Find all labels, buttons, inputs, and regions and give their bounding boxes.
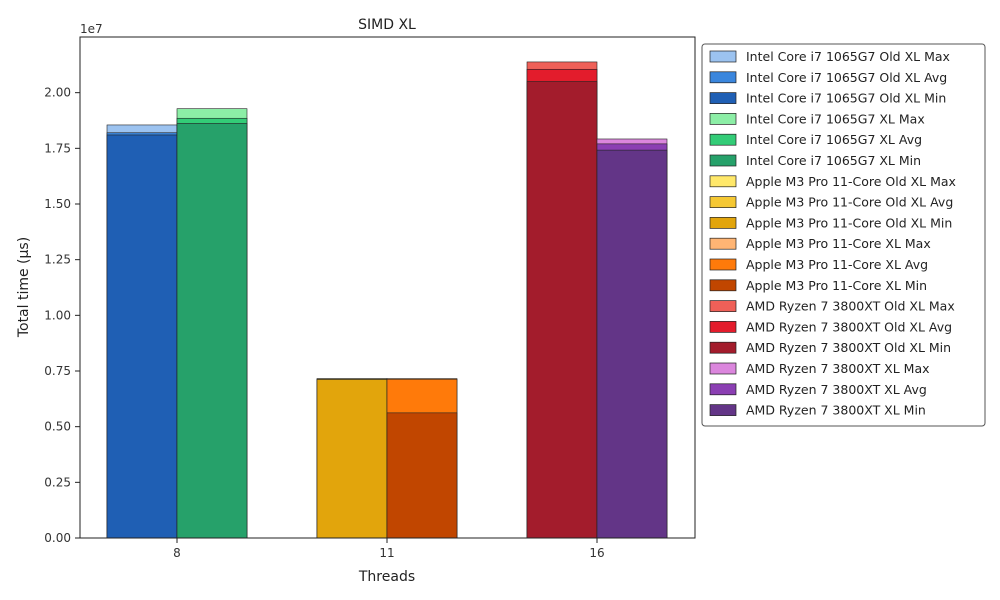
legend-label: Intel Core i7 1065G7 Old XL Max [746,49,950,64]
legend-swatch [709,279,737,292]
legend-swatch [709,258,737,271]
legend-swatch [709,237,737,250]
legend-swatch [709,71,737,84]
legend-swatch [709,217,737,229]
legend-label: AMD Ryzen 7 3800XT Old XL Min [746,340,951,355]
legend-label: Apple M3 Pro 11-Core Old XL Min [746,215,952,230]
y-tick-label: 2.00 [44,86,71,100]
legend-swatch [709,50,737,63]
legend-label: Intel Core i7 1065G7 XL Min [746,153,921,168]
chart-title: SIMD XL [358,17,416,33]
legend-swatch [709,133,737,146]
y-tick-label: 0.75 [44,364,71,378]
bar-apple-m3-pro-11-core-xl-min [386,412,458,539]
y-axis-ticks: 0.00 0.25 0.50 0.75 1.00 1.25 1.50 1.75 2.00 [44,86,80,545]
y-tick-label: 0.25 [44,475,71,489]
legend-label: Apple M3 Pro 11-Core XL Max [746,236,931,251]
x-tick-label: 16 [589,546,604,560]
legend-label: Intel Core i7 1065G7 Old XL Avg [746,70,947,85]
legend-swatch [709,92,737,104]
y-axis-label: Total time (µs) [16,237,32,338]
legend-swatch [709,175,737,188]
legend-label: Apple M3 Pro 11-Core Old XL Max [746,174,956,189]
bar-intel-core-i7-1065g7-xl-min [176,123,248,539]
legend-label: AMD Ryzen 7 3800XT Old XL Max [746,299,955,314]
legend-label: AMD Ryzen 7 3800XT XL Avg [746,382,927,397]
legend-swatch [709,196,737,208]
legend-swatch [709,383,737,396]
legend-frame [701,43,986,427]
legend-label: Intel Core i7 1065G7 XL Max [746,111,925,126]
y-tick-label: 1.50 [44,197,71,211]
y-tick-label: 0.00 [44,531,71,545]
legend-label: AMD Ryzen 7 3800XT Old XL Avg [746,319,952,334]
bars-layer [106,61,668,539]
x-tick-label: 11 [379,546,394,560]
y-tick-label: 1.25 [44,253,71,267]
legend-swatch [709,113,737,125]
y-tick-label: 1.00 [44,308,71,322]
y-axis-scale-label: 1e7 [80,22,103,36]
legend-swatch [709,300,737,312]
bar-intel-core-i7-1065g7-old-xl-min [106,134,178,539]
legend-label: AMD Ryzen 7 3800XT XL Max [746,361,930,376]
legend-swatch [709,321,737,333]
x-axis-label: Threads [358,569,415,585]
y-tick-label: 1.75 [44,141,71,155]
legend-items: Intel Core i7 1065G7 Old XL Max Intel Cor… [709,49,956,418]
legend-label: AMD Ryzen 7 3800XT XL Min [746,403,926,418]
bar-apple-m3-pro-11-core-old-xl-min [316,379,388,539]
legend-swatch [709,154,737,167]
legend-swatch [709,362,737,375]
bar-amd-ryzen-7-3800xt-old-xl-min [526,81,598,539]
legend-label: Intel Core i7 1065G7 Old XL Min [746,91,946,106]
legend-swatch [709,341,737,354]
legend-label: Apple M3 Pro 11-Core XL Avg [746,257,928,272]
legend-label: Intel Core i7 1065G7 XL Avg [746,132,922,147]
y-tick-label: 0.50 [44,420,71,434]
legend-swatch [709,404,737,416]
bar-amd-ryzen-7-3800xt-xl-min [596,149,668,539]
legend-label: Apple M3 Pro 11-Core Old XL Avg [746,195,953,210]
legend: Intel Core i7 1065G7 Old XL Max Intel Cor… [701,43,986,427]
legend-label: Apple M3 Pro 11-Core XL Min [746,278,927,293]
x-tick-label: 8 [173,546,181,560]
x-axis-ticks: 8 11 16 [173,538,605,560]
